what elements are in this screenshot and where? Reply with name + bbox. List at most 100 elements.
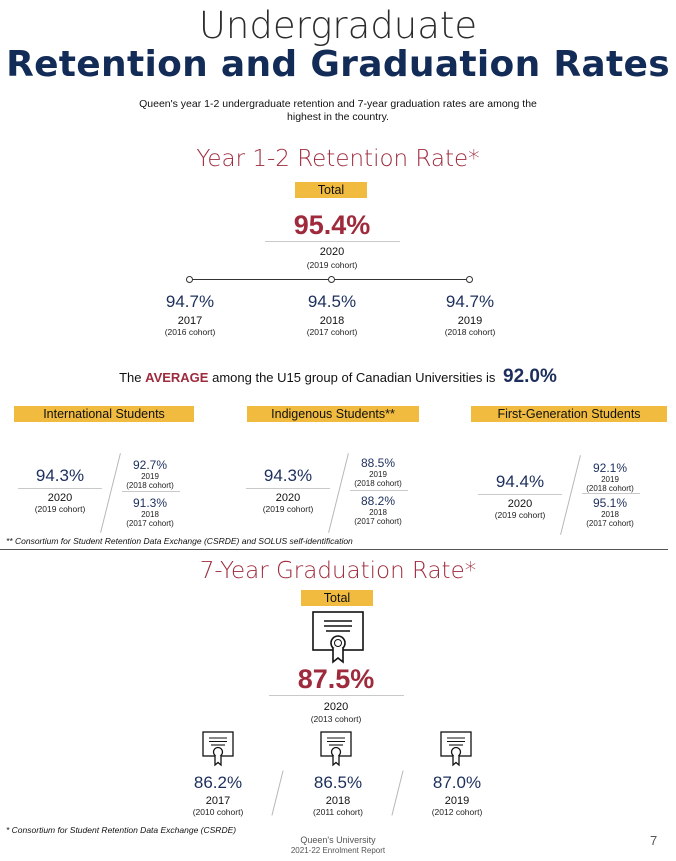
group-sub-value: 91.3% bbox=[132, 496, 168, 510]
group-badge-international: International Students bbox=[14, 406, 194, 422]
group-sub-year: 2018 bbox=[141, 510, 159, 519]
group-sub-cohort: (2018 cohort) bbox=[586, 484, 634, 493]
graduation-title: 7-Year Graduation Rate* bbox=[199, 558, 477, 584]
group-sub-year: 2018 bbox=[369, 508, 387, 517]
diploma-icon bbox=[312, 611, 364, 665]
graduation-item: 86.2% 2017 (2010 cohort) bbox=[168, 773, 268, 817]
timeline-dot bbox=[186, 276, 193, 283]
timeline-dot bbox=[328, 276, 335, 283]
graduation-total-year: 2020 bbox=[323, 701, 349, 713]
retention-total-year: 2020 bbox=[319, 246, 345, 258]
graduation-cohort: (2011 cohort) bbox=[313, 807, 363, 817]
retention-total-rule bbox=[265, 241, 400, 242]
timeline-item: 94.5% 2018 (2017 cohort) bbox=[282, 292, 382, 337]
graduation-cohort: (2010 cohort) bbox=[192, 807, 244, 817]
group-main-value: 94.3% bbox=[263, 466, 313, 485]
footer-org: Queen's University bbox=[300, 835, 376, 845]
timeline-year: 2018 bbox=[319, 315, 345, 327]
graduation-year: 2019 bbox=[444, 795, 470, 807]
group-main-stat: 94.3% 2020 (2019 cohort) bbox=[18, 466, 102, 514]
retention-total-cohort: (2019 cohort) bbox=[306, 260, 358, 270]
graduation-total-value: 87.5% bbox=[297, 664, 375, 694]
timeline-value: 94.7% bbox=[445, 292, 495, 311]
group-sub-year: 2019 bbox=[369, 470, 387, 479]
group-sub-value: 92.1% bbox=[592, 461, 628, 475]
group-divider bbox=[328, 453, 349, 533]
group-main-rule bbox=[18, 488, 102, 489]
graduation-divider bbox=[271, 770, 284, 816]
retention-footnote: ** Consortium for Student Retention Data… bbox=[6, 536, 353, 546]
group-main-value: 94.4% bbox=[495, 472, 545, 491]
average-text: among the U15 group of Canadian Universi… bbox=[212, 370, 496, 385]
group-sub-value: 95.1% bbox=[592, 496, 628, 510]
graduation-value: 86.5% bbox=[313, 773, 363, 792]
diploma-icon bbox=[320, 731, 352, 767]
timeline-year: 2017 bbox=[177, 315, 203, 327]
group-main-stat: 94.4% 2020 (2019 cohort) bbox=[478, 472, 562, 520]
group-main-cohort: (2019 cohort) bbox=[494, 510, 546, 520]
group-main-rule bbox=[478, 494, 562, 495]
group-main-rule bbox=[246, 488, 330, 489]
group-sub-value: 88.5% bbox=[360, 456, 396, 470]
group-main-year: 2020 bbox=[507, 498, 533, 510]
group-badge-indigenous: Indigenous Students** bbox=[247, 406, 419, 422]
graduation-total-cohort: (2013 cohort) bbox=[310, 714, 362, 724]
group-main-value: 94.3% bbox=[35, 466, 85, 485]
footer-report: 2021-22 Enrolment Report bbox=[290, 846, 386, 855]
group-divider bbox=[560, 455, 581, 535]
group-divider bbox=[100, 453, 121, 533]
group-sub-value: 92.7% bbox=[132, 458, 168, 472]
retention-title: Year 1-2 Retention Rate* bbox=[196, 146, 480, 172]
timeline-cohort: (2017 cohort) bbox=[306, 327, 358, 337]
group-sub-rule bbox=[582, 493, 640, 494]
group-main-stat: 94.3% 2020 (2019 cohort) bbox=[246, 466, 330, 514]
group-main-year: 2020 bbox=[275, 492, 301, 504]
group-sub-year: 2019 bbox=[601, 475, 619, 484]
group-sub-stat: 91.3% 2018 (2017 cohort) bbox=[120, 496, 180, 528]
diploma-icon bbox=[202, 731, 234, 767]
average-prefix: The bbox=[119, 370, 142, 385]
section-divider bbox=[0, 549, 668, 550]
graduation-item: 87.0% 2019 (2012 cohort) bbox=[407, 773, 507, 817]
graduation-value: 87.0% bbox=[432, 773, 482, 792]
group-main-cohort: (2019 cohort) bbox=[262, 504, 314, 514]
graduation-total-rule bbox=[269, 695, 404, 696]
graduation-total-badge: Total bbox=[301, 590, 373, 606]
group-sub-cohort: (2018 cohort) bbox=[354, 479, 402, 488]
timeline-cohort: (2016 cohort) bbox=[164, 327, 216, 337]
group-sub-year: 2019 bbox=[141, 472, 159, 481]
timeline-value: 94.7% bbox=[165, 292, 215, 311]
graduation-divider bbox=[391, 770, 404, 816]
timeline-cohort: (2018 cohort) bbox=[444, 327, 496, 337]
graduation-year: 2018 bbox=[325, 795, 351, 807]
group-sub-stat: 88.2% 2018 (2017 cohort) bbox=[348, 494, 408, 526]
graduation-year: 2017 bbox=[205, 795, 231, 807]
group-sub-rule bbox=[350, 490, 408, 491]
timeline-item: 94.7% 2017 (2016 cohort) bbox=[140, 292, 240, 337]
page-title: Retention and Graduation Rates bbox=[6, 44, 670, 85]
group-sub-stat: 92.7% 2019 (2018 cohort) bbox=[120, 458, 180, 490]
group-main-cohort: (2019 cohort) bbox=[34, 504, 86, 514]
group-sub-cohort: (2017 cohort) bbox=[586, 519, 634, 528]
timeline-item: 94.7% 2019 (2018 cohort) bbox=[420, 292, 520, 337]
average-keyword: AVERAGE bbox=[145, 370, 209, 385]
group-sub-stat: 95.1% 2018 (2017 cohort) bbox=[580, 496, 640, 528]
timeline-value: 94.5% bbox=[307, 292, 357, 311]
retention-total-badge: Total bbox=[295, 182, 367, 198]
timeline-dot bbox=[466, 276, 473, 283]
timeline-year: 2019 bbox=[457, 315, 483, 327]
group-sub-rule bbox=[122, 491, 180, 492]
group-sub-stat: 88.5% 2019 (2018 cohort) bbox=[348, 456, 408, 488]
page-pretitle: Undergraduate bbox=[198, 4, 478, 47]
group-sub-year: 2018 bbox=[601, 510, 619, 519]
group-badge-first-generation: First-Generation Students bbox=[471, 406, 667, 422]
graduation-footnote: * Consortium for Student Retention Data … bbox=[6, 825, 237, 835]
retention-total-value: 95.4% bbox=[293, 210, 371, 240]
page-number: 7 bbox=[650, 833, 658, 848]
graduation-value: 86.2% bbox=[193, 773, 243, 792]
graduation-item: 86.5% 2018 (2011 cohort) bbox=[288, 773, 388, 817]
diploma-icon bbox=[440, 731, 472, 767]
u15-average-statement: The AVERAGE among the U15 group of Canad… bbox=[0, 366, 676, 388]
graduation-cohort: (2012 cohort) bbox=[431, 807, 483, 817]
intro-text: Queen's year 1-2 undergraduate retention… bbox=[139, 98, 537, 123]
